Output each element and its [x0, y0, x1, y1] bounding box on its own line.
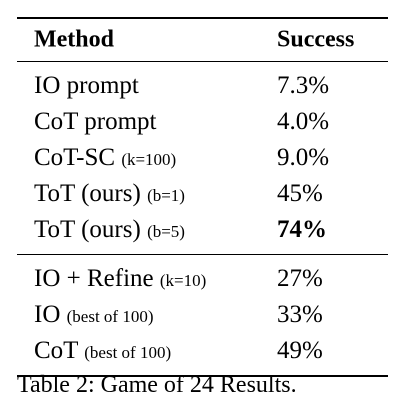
method-note: (b=1) [147, 186, 185, 205]
table-header-row: Method Success [17, 19, 388, 61]
success-cell: 33% [277, 301, 323, 328]
method-note: (k=10) [159, 271, 207, 290]
method-note: (best of 100) [66, 307, 154, 326]
group-divider-rule [17, 254, 388, 255]
method-cell: IO + Refine (k=10) [34, 265, 207, 292]
success-cell: 27% [277, 265, 323, 292]
success-cell-best: 74% [277, 216, 327, 243]
header-method: Method [34, 26, 114, 53]
method-cell: CoT (best of 100) [34, 337, 172, 364]
method-cell: CoT prompt [34, 108, 157, 135]
success-cell: 7.3% [277, 72, 330, 99]
method-cell: ToT (ours) (b=5) [34, 216, 185, 243]
method-cell: CoT-SC (k=100) [34, 144, 177, 171]
method-cell: IO prompt [34, 72, 139, 99]
method-note: (b=5) [147, 222, 185, 241]
table-caption: Table 2: Game of 24 Results. [17, 372, 297, 398]
success-cell: 9.0% [277, 144, 330, 171]
success-cell: 4.0% [277, 108, 330, 135]
header-rule [17, 61, 388, 62]
table-row: CoT prompt 4.0% [17, 104, 388, 140]
success-cell: 49% [277, 337, 323, 364]
table-row: CoT (best of 100) 49% [17, 333, 388, 369]
table-row: IO (best of 100) 33% [17, 297, 388, 333]
method-cell: IO (best of 100) [34, 301, 154, 328]
results-table: Method Success IO prompt 7.3% CoT prompt… [17, 17, 388, 377]
table-row: ToT (ours) (b=5) 74% [17, 212, 388, 248]
method-cell: ToT (ours) (b=1) [34, 180, 185, 207]
method-note: (k=100) [121, 150, 177, 169]
success-cell: 45% [277, 180, 323, 207]
table-bottom-rule [17, 375, 388, 377]
table-row: ToT (ours) (b=1) 45% [17, 176, 388, 212]
table-top-rule [17, 17, 388, 19]
method-note: (best of 100) [84, 343, 172, 362]
table-row: CoT-SC (k=100) 9.0% [17, 140, 388, 176]
table-row: IO + Refine (k=10) 27% [17, 261, 388, 297]
table-row: IO prompt 7.3% [17, 68, 388, 104]
header-success: Success [277, 26, 355, 53]
